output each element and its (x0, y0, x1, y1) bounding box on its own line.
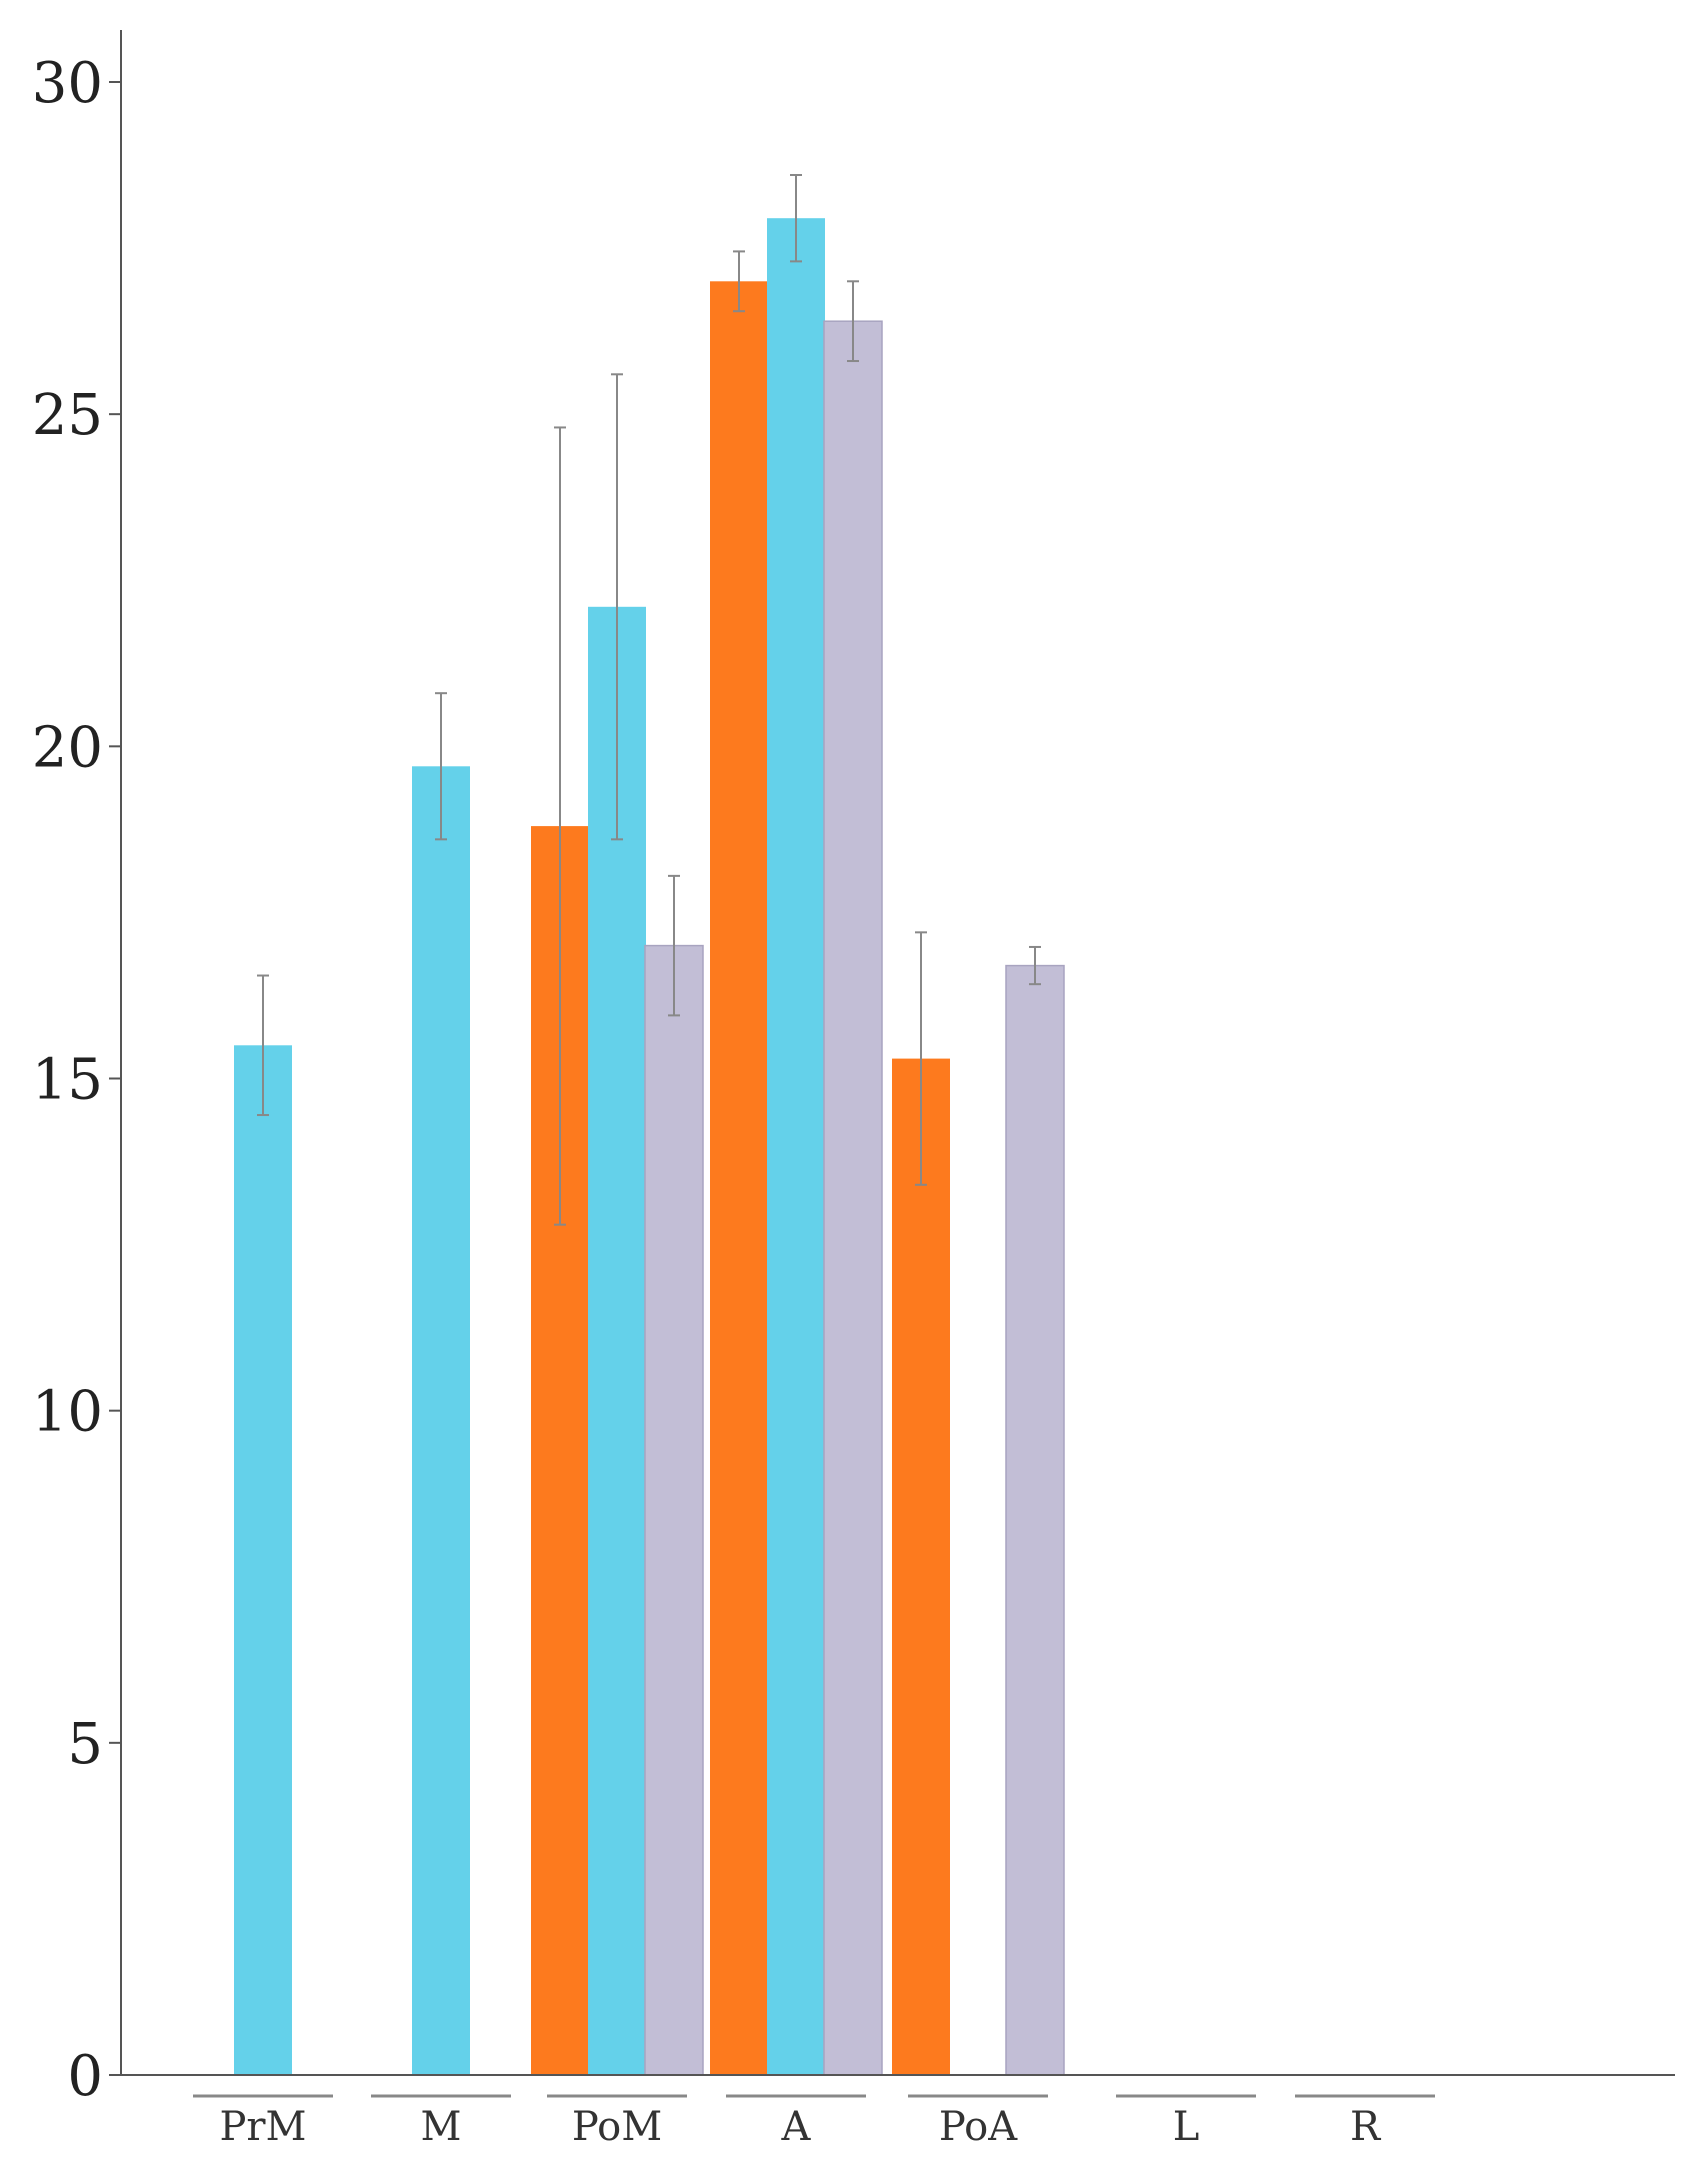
category-label-r: R (1350, 2104, 1382, 2150)
error-bar-s1-a (790, 174, 802, 263)
error-bar-s1-m (435, 692, 447, 841)
bar-s2-a (823, 320, 883, 2076)
y-tick-label-25: 25 (32, 383, 103, 448)
y-tick-label-20: 20 (32, 715, 103, 780)
category-label-prm: PrM (220, 2104, 307, 2150)
category-label-a: A (781, 2104, 812, 2150)
y-tick-label-15: 15 (32, 1048, 103, 1113)
error-bar-s0-a (733, 250, 745, 313)
y-tick-label-30: 30 (32, 51, 103, 116)
y-tick-label-5: 5 (67, 1712, 103, 1777)
bar-s2-pom (644, 944, 704, 2076)
bar-s1-prm (234, 1045, 292, 2075)
bar-s1-a (767, 218, 825, 2076)
bars-layer (234, 174, 1065, 2076)
y-tick-label-10: 10 (32, 1380, 103, 1445)
error-bar-s2-poa (1029, 945, 1041, 986)
error-bar-s1-pom (611, 373, 623, 841)
bar-s2-poa (1005, 964, 1065, 2076)
bar-s0-poa (892, 1058, 950, 2075)
category-label-l: L (1173, 2104, 1200, 2150)
error-bar-s1-prm (257, 974, 269, 1117)
bar-s1-pom (588, 606, 646, 2075)
category-label-m: M (421, 2104, 462, 2150)
error-bar-s2-a (847, 280, 859, 363)
axes-layer: 0 5 10 15 20 25 30 PrM M PoM A PoA L R (32, 30, 1675, 2150)
error-bar-s2-pom (668, 874, 680, 1017)
category-label-pom: PoM (572, 2104, 662, 2150)
error-bar-s0-pom (554, 426, 566, 1226)
category-label-poa: PoA (939, 2104, 1018, 2150)
bar-s1-m (412, 766, 470, 2075)
bar-s0-a (710, 281, 768, 2075)
error-bar-s0-poa (915, 931, 927, 1186)
y-tick-label-0: 0 (67, 2044, 103, 2109)
